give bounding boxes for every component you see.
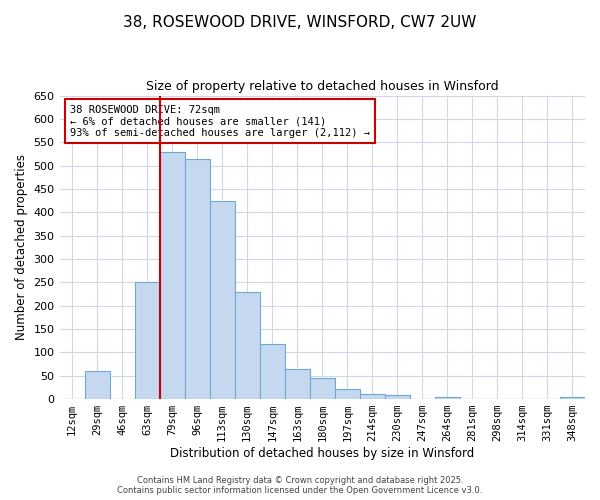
Bar — [285, 368, 310, 399]
Text: Contains HM Land Registry data © Crown copyright and database right 2025.
Contai: Contains HM Land Registry data © Crown c… — [118, 476, 482, 495]
Bar — [185, 158, 209, 399]
Text: 38, ROSEWOOD DRIVE, WINSFORD, CW7 2UW: 38, ROSEWOOD DRIVE, WINSFORD, CW7 2UW — [124, 15, 476, 30]
Bar — [335, 389, 360, 399]
Bar — [360, 394, 385, 399]
Bar — [235, 292, 260, 399]
Bar — [85, 371, 110, 399]
Bar — [310, 378, 335, 399]
Bar — [385, 396, 410, 399]
Bar — [435, 396, 460, 399]
X-axis label: Distribution of detached houses by size in Winsford: Distribution of detached houses by size … — [170, 447, 475, 460]
Bar — [560, 396, 585, 399]
Bar — [160, 152, 185, 399]
Bar — [260, 344, 285, 399]
Text: 38 ROSEWOOD DRIVE: 72sqm
← 6% of detached houses are smaller (141)
93% of semi-d: 38 ROSEWOOD DRIVE: 72sqm ← 6% of detache… — [70, 104, 370, 138]
Bar — [134, 282, 160, 399]
Title: Size of property relative to detached houses in Winsford: Size of property relative to detached ho… — [146, 80, 499, 93]
Bar — [209, 200, 235, 399]
Y-axis label: Number of detached properties: Number of detached properties — [15, 154, 28, 340]
